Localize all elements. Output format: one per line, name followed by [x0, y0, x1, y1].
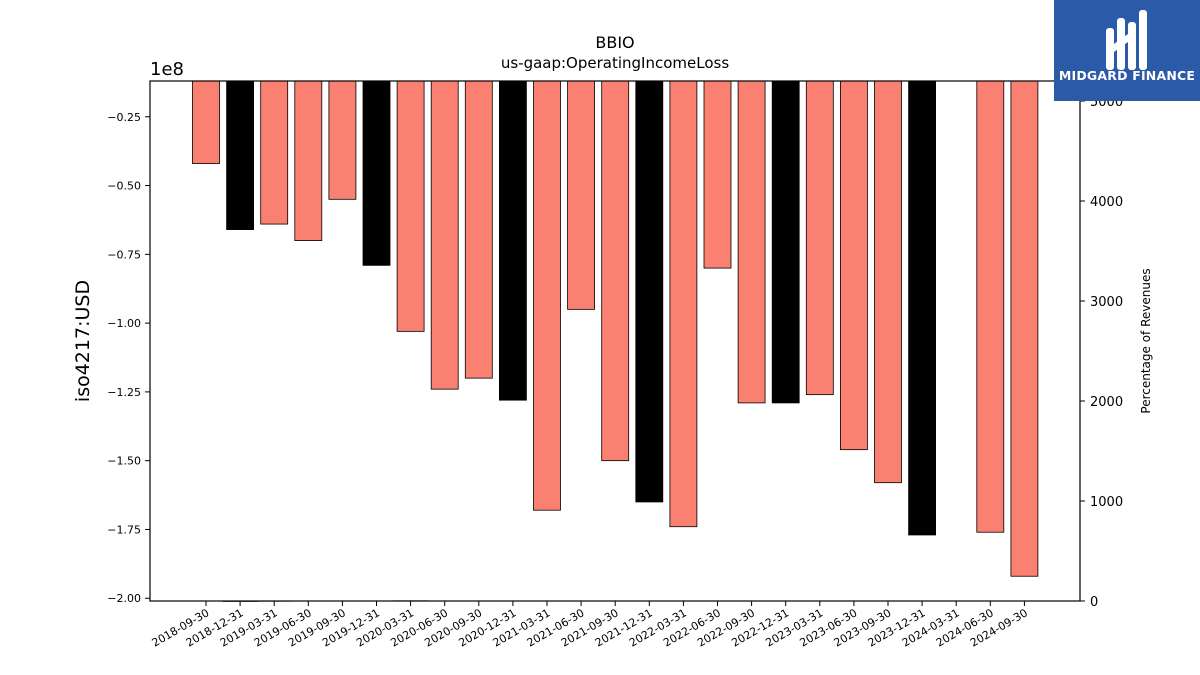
bar-2020-09-30: [464, 80, 493, 379]
y-tick-label: −1.75: [107, 523, 141, 536]
bar-2021-06-30: [567, 80, 595, 310]
bar-2023-09-30: [874, 80, 902, 484]
bar-2024-09-30: [1010, 80, 1039, 577]
y2-tick-label: 0: [1090, 595, 1098, 610]
y-offset-text: 1e8: [150, 59, 184, 80]
bar-2022-03-31: [669, 80, 698, 528]
y-tick-label: −0.75: [107, 248, 141, 261]
bars-group: [192, 80, 1039, 577]
x-axis-ticks: 2018-09-302018-12-312019-03-312019-06-30…: [150, 601, 1030, 650]
bar-2020-06-30: [430, 80, 459, 390]
bar-2022-12-31: [771, 80, 800, 404]
y-tick-label: −1.50: [107, 455, 141, 468]
midgard-finance-logo: MIDGARD FINANCE: [1054, 0, 1200, 101]
bar-2021-12-31: [635, 80, 664, 503]
y2-tick-label: 2000: [1090, 395, 1123, 410]
bar-2019-03-31: [260, 80, 289, 225]
y-axis-ticks: −0.25 −0.50 −0.75 −1.00 −1.25 −1.50 −1.75 −2.00: [107, 111, 150, 605]
bar-2023-03-31: [805, 80, 834, 396]
bar-2019-12-31: [362, 80, 391, 266]
y2-tick-label: 4000: [1090, 195, 1123, 210]
bar-2019-09-30: [328, 80, 357, 200]
bar-2020-03-31: [396, 80, 425, 332]
bar-2021-09-30: [601, 80, 630, 462]
bar-2022-06-30: [703, 80, 732, 269]
bar-2023-06-30: [840, 80, 868, 451]
y-tick-label: −2.00: [107, 592, 141, 605]
bar-2020-12-31: [498, 80, 527, 401]
y-tick-label: −0.50: [107, 180, 141, 193]
bar-2023-12-31: [908, 80, 936, 536]
y2-axis-label: Percentage of Revenues: [1139, 268, 1153, 413]
bar-2018-09-30: [192, 80, 220, 164]
chart-subtitle: us-gaap:OperatingIncomeLoss: [501, 54, 729, 72]
bar-2019-06-30: [294, 80, 323, 241]
y-tick-label: −1.00: [107, 317, 141, 330]
bar-2021-03-31: [533, 80, 561, 511]
logo-text: MIDGARD FINANCE: [1058, 68, 1196, 83]
bar-2018-12-31: [226, 80, 255, 230]
y-tick-label: −1.25: [107, 386, 141, 399]
y2-tick-label: 3000: [1090, 295, 1123, 310]
bar-2022-09-30: [737, 80, 766, 404]
y2-tick-label: 1000: [1090, 495, 1123, 510]
logo-mark-icon: [1106, 10, 1147, 70]
y-axis-label: iso4217:USD: [72, 280, 94, 402]
y-tick-label: −0.25: [107, 111, 141, 124]
chart-title: BBIO: [595, 33, 634, 52]
bar-2024-06-30: [976, 80, 1005, 533]
